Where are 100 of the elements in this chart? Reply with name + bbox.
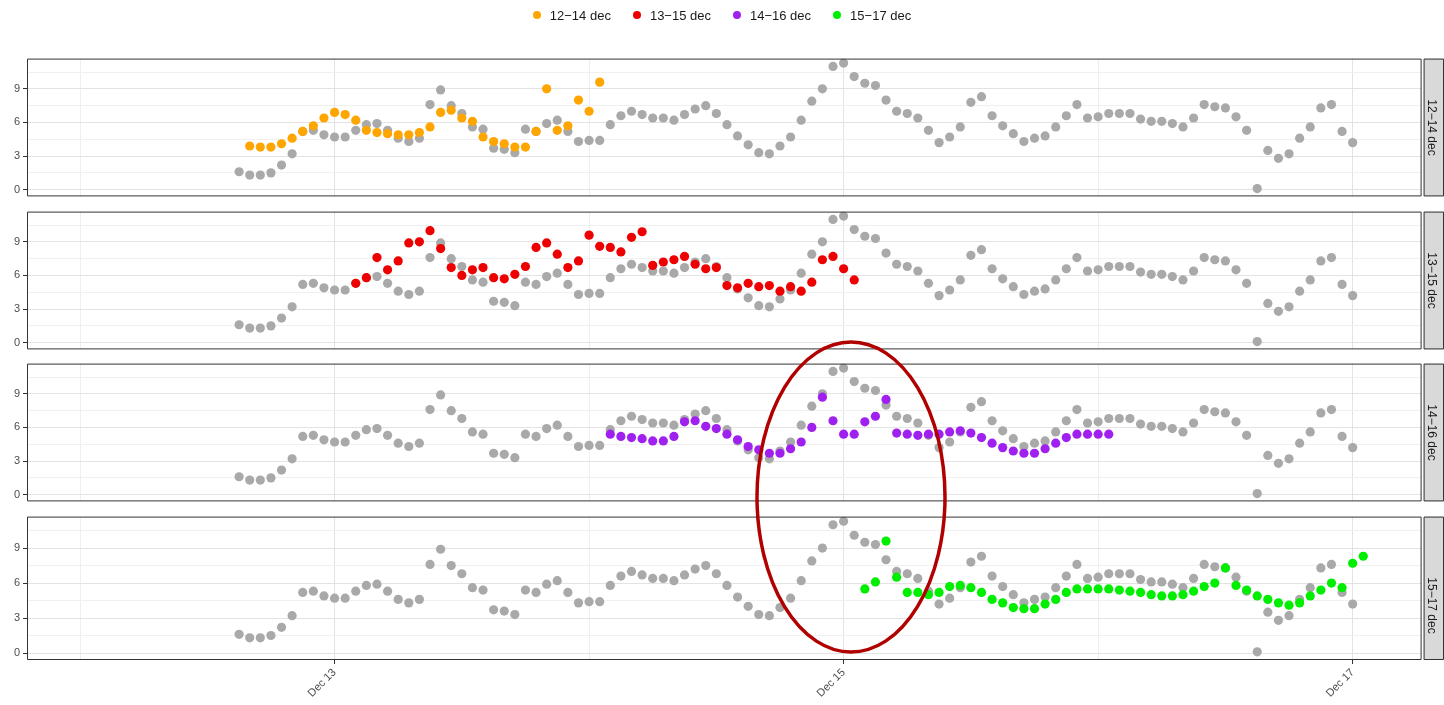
point (425, 225, 435, 235)
point (351, 115, 361, 125)
point (510, 269, 520, 279)
point (881, 394, 891, 405)
point (1093, 429, 1103, 439)
point (499, 273, 509, 283)
point (1104, 429, 1114, 439)
point (1188, 586, 1199, 596)
text: 12−14 dec (1425, 99, 1440, 156)
point (404, 237, 414, 248)
point (563, 121, 573, 131)
point (605, 429, 615, 439)
point (1167, 590, 1177, 600)
point (658, 256, 668, 267)
point (1326, 577, 1337, 588)
point (1072, 429, 1082, 439)
point (552, 125, 562, 135)
legend-label: 15−17 dec (850, 7, 912, 23)
point (446, 262, 456, 272)
point (542, 84, 552, 94)
point (722, 280, 732, 290)
point (1072, 583, 1082, 593)
point (870, 576, 881, 586)
y-tick-label: 9 (13, 386, 20, 399)
point (573, 95, 584, 105)
point (382, 264, 393, 274)
point (785, 281, 796, 291)
point (690, 416, 700, 426)
point (881, 535, 891, 546)
y-tick-label: 3 (13, 301, 20, 314)
point (658, 436, 668, 446)
point (1061, 587, 1071, 597)
y-tick-label: 9 (13, 234, 20, 247)
point (616, 431, 626, 442)
y-tick-label: 9 (13, 81, 20, 94)
point (584, 106, 594, 116)
point (860, 583, 870, 593)
y-tick-label: 6 (13, 575, 20, 588)
point (701, 263, 711, 273)
y-tick-label: 0 (13, 182, 20, 195)
point (1273, 597, 1284, 607)
point (817, 254, 827, 264)
point (425, 122, 435, 132)
point (1114, 584, 1124, 595)
point (775, 286, 785, 296)
point (1199, 581, 1209, 591)
text: 13−15 dec (1425, 251, 1440, 309)
text: 14−16 dec (1425, 404, 1440, 461)
point (467, 116, 478, 126)
point (669, 431, 679, 442)
point (457, 270, 467, 280)
point (807, 422, 817, 433)
point (1082, 429, 1093, 439)
point (1263, 594, 1273, 604)
point (722, 429, 732, 439)
y-tick-label: 0 (13, 487, 20, 500)
point (828, 416, 838, 426)
x-tick-label: Dec 13 (304, 665, 339, 699)
point (637, 434, 647, 444)
point (626, 432, 637, 443)
point (860, 417, 870, 427)
point (743, 441, 753, 452)
point (1146, 589, 1156, 599)
point (945, 427, 955, 437)
point (1061, 432, 1071, 443)
legend-label: 14−16 dec (750, 7, 812, 23)
point (902, 429, 912, 439)
point (489, 136, 499, 147)
point (287, 133, 297, 143)
legend-label: 12−14 dec (549, 7, 611, 23)
point (966, 428, 976, 438)
point (276, 139, 287, 149)
point (1040, 444, 1050, 454)
point (1019, 448, 1029, 458)
point (436, 243, 446, 253)
point (945, 581, 955, 591)
point (1348, 558, 1358, 568)
point (701, 421, 711, 431)
point (1029, 448, 1040, 458)
point (1284, 600, 1294, 610)
point (319, 113, 329, 123)
y-tick-label: 3 (13, 149, 20, 162)
point (764, 448, 774, 458)
point (436, 107, 446, 117)
point (1051, 438, 1061, 448)
point (616, 246, 626, 257)
point (393, 255, 403, 265)
point (796, 286, 806, 296)
point (849, 274, 859, 285)
point (1157, 590, 1167, 600)
point (340, 110, 350, 120)
point (520, 261, 531, 271)
point (669, 254, 679, 264)
point (1178, 589, 1188, 599)
point (372, 127, 382, 138)
point (573, 255, 584, 265)
point (1252, 590, 1262, 600)
point (414, 127, 424, 138)
point (648, 436, 658, 446)
y-tick-label: 9 (13, 540, 20, 553)
